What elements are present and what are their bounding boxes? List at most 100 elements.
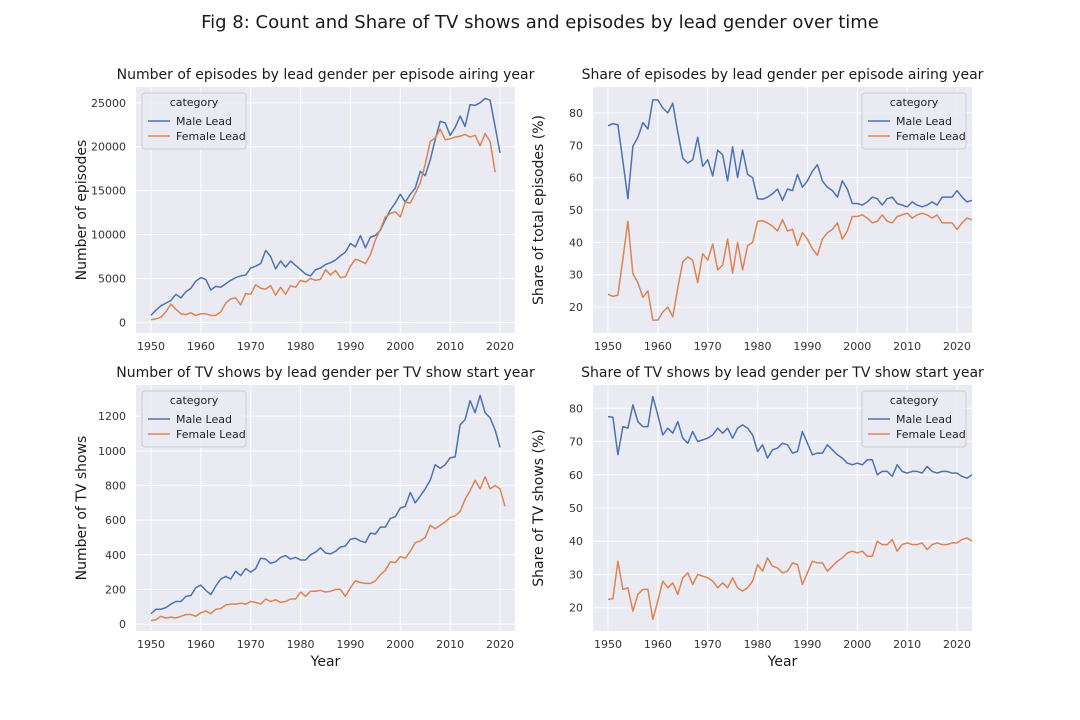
panel-title: Share of TV shows by lead gender per TV … bbox=[581, 365, 984, 381]
x-tick-label: 1990 bbox=[793, 638, 821, 651]
legend-label: Male Lead bbox=[176, 413, 232, 426]
legend: category Male Lead Female Lead bbox=[141, 92, 247, 150]
x-tick-label: 1980 bbox=[744, 638, 772, 651]
y-tick-label: 80 bbox=[569, 402, 583, 415]
x-tick-label: 2000 bbox=[843, 638, 871, 651]
y-tick-label: 40 bbox=[569, 236, 583, 249]
y-tick-label: 70 bbox=[569, 139, 583, 152]
chart-panels: 1950 1960 1970 1980 1990 2000 2010 202005000100… bbox=[74, 67, 984, 670]
panel-title: Number of episodes by lead gender per ep… bbox=[117, 67, 535, 83]
legend: category Male Lead Female Lead bbox=[861, 390, 967, 448]
x-axis-label: Year bbox=[767, 654, 798, 670]
legend-label: Male Lead bbox=[176, 115, 232, 128]
series-line-male-lead bbox=[607, 99, 973, 208]
x-tick-label: 1960 bbox=[187, 340, 215, 353]
y-tick-label: 400 bbox=[105, 549, 126, 562]
chart-panel-3: 1950 1960 1970 1980 1990 2000 2010 2020 0 200 400 6… bbox=[74, 365, 535, 670]
x-tick-label: 1990 bbox=[336, 638, 364, 651]
x-tick-label: 1990 bbox=[336, 340, 364, 353]
y-tick-label: 60 bbox=[569, 172, 583, 185]
y-tick-label: 80 bbox=[569, 107, 583, 120]
legend-label: Female Lead bbox=[896, 130, 966, 143]
panel-title: Share of episodes by lead gender per epi… bbox=[582, 67, 984, 83]
legend-title: category bbox=[890, 96, 939, 109]
x-tick-label: 2010 bbox=[893, 340, 921, 353]
legend: category Male Lead Female Lead bbox=[861, 92, 967, 150]
x-tick-label: 1980 bbox=[287, 638, 315, 651]
legend-label: Male Lead bbox=[896, 115, 952, 128]
legend-title: category bbox=[170, 96, 219, 109]
x-tick-label: 2020 bbox=[943, 638, 971, 651]
legend-box bbox=[141, 390, 247, 448]
y-tick-label: 600 bbox=[105, 514, 126, 527]
legend-title: category bbox=[170, 394, 219, 407]
x-axis-label: Year bbox=[310, 654, 341, 670]
y-tick-label: 0 bbox=[119, 618, 126, 631]
x-tick-label: 2020 bbox=[486, 638, 514, 651]
legend-label: Female Lead bbox=[176, 428, 246, 441]
x-tick-label: 2000 bbox=[386, 638, 414, 651]
x-tick-label: 1990 bbox=[793, 340, 821, 353]
y-tick-label: 70 bbox=[569, 436, 583, 449]
y-tick-label: 20000 bbox=[91, 141, 126, 154]
x-tick-label: 1970 bbox=[694, 340, 722, 353]
chart-panel-2: 1950 1960 1970 1980 1990 2000 2010 202020304050… bbox=[531, 67, 984, 353]
x-tick-label: 2000 bbox=[843, 340, 871, 353]
y-tick-label: 1200 bbox=[98, 410, 126, 423]
y-tick-label: 20 bbox=[569, 602, 583, 615]
y-tick-label: 0 bbox=[119, 316, 126, 329]
x-tick-label: 2010 bbox=[436, 638, 464, 651]
x-tick-label: 1960 bbox=[187, 638, 215, 651]
series-line-male-lead bbox=[150, 394, 501, 615]
y-tick-label: 30 bbox=[569, 269, 583, 282]
x-tick-label: 1980 bbox=[287, 340, 315, 353]
legend-title: category bbox=[890, 394, 939, 407]
y-tick-label: 25000 bbox=[91, 97, 126, 110]
y-tick-label: 10000 bbox=[91, 229, 126, 242]
series-line-female-lead bbox=[607, 537, 973, 621]
chart-panel-4: 1950 1960 1970 1980 1990 2000 2010 202020304050… bbox=[531, 365, 984, 670]
y-tick-label: 40 bbox=[569, 535, 583, 548]
x-tick-label: 2000 bbox=[386, 340, 414, 353]
y-axis-label: Number of episodes bbox=[74, 140, 90, 281]
y-tick-label: 50 bbox=[569, 502, 583, 515]
y-axis-label: Share of total episodes (%) bbox=[531, 115, 547, 305]
series-line-male-lead bbox=[607, 395, 973, 479]
y-tick-label: 800 bbox=[105, 479, 126, 492]
y-axis-label: Number of TV shows bbox=[74, 436, 90, 581]
legend-box bbox=[861, 390, 967, 448]
y-tick-label: 60 bbox=[569, 469, 583, 482]
legend-box bbox=[861, 92, 967, 150]
series-line-female-lead bbox=[607, 212, 973, 321]
x-tick-label: 1950 bbox=[137, 340, 165, 353]
x-tick-label: 1960 bbox=[644, 638, 672, 651]
y-tick-label: 15000 bbox=[91, 185, 126, 198]
legend-label: Female Lead bbox=[176, 130, 246, 143]
x-tick-label: 1950 bbox=[594, 340, 622, 353]
x-tick-label: 2020 bbox=[486, 340, 514, 353]
series-line-female-lead bbox=[150, 128, 496, 321]
figure-title: Fig 8: Count and Share of TV shows and e… bbox=[201, 12, 879, 33]
legend-label: Male Lead bbox=[896, 413, 952, 426]
x-tick-label: 1980 bbox=[744, 340, 772, 353]
y-tick-label: 200 bbox=[105, 583, 126, 596]
y-tick-label: 50 bbox=[569, 204, 583, 217]
panel-title: Number of TV shows by lead gender per TV… bbox=[116, 365, 535, 381]
y-axis-label: Share of TV shows (%) bbox=[531, 429, 547, 587]
y-tick-label: 30 bbox=[569, 568, 583, 581]
y-tick-label: 1000 bbox=[98, 445, 126, 458]
x-tick-label: 1950 bbox=[137, 638, 165, 651]
x-tick-label: 2010 bbox=[893, 638, 921, 651]
legend-label: Female Lead bbox=[896, 428, 966, 441]
x-tick-label: 2010 bbox=[436, 340, 464, 353]
y-tick-label: 5000 bbox=[98, 273, 126, 286]
series-line-female-lead bbox=[150, 476, 506, 622]
legend: category Male Lead Female Lead bbox=[141, 390, 247, 448]
legend-box bbox=[141, 92, 247, 150]
y-tick-label: 20 bbox=[569, 301, 583, 314]
x-tick-label: 1960 bbox=[644, 340, 672, 353]
x-tick-label: 1970 bbox=[237, 340, 265, 353]
x-tick-label: 1970 bbox=[237, 638, 265, 651]
x-tick-label: 1950 bbox=[594, 638, 622, 651]
